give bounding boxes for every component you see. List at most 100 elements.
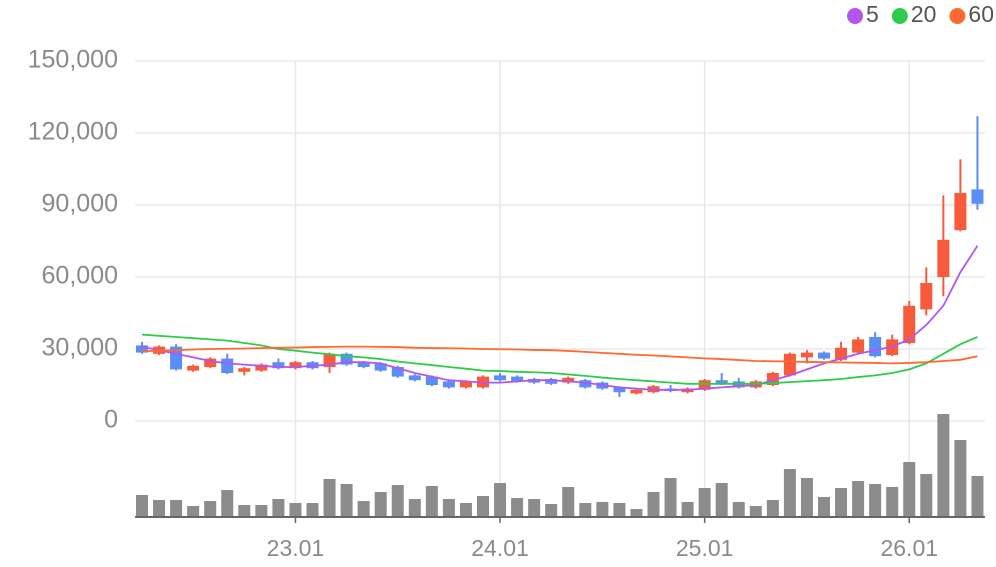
candle-body xyxy=(425,376,438,385)
volume-bar xyxy=(715,483,728,517)
candle-body xyxy=(545,379,558,384)
volume-bar xyxy=(255,505,268,517)
volume-bar xyxy=(954,440,967,517)
volume-bar xyxy=(818,497,830,517)
volume-bar xyxy=(238,505,251,517)
legend-label: 20 xyxy=(911,1,937,27)
volume-bar xyxy=(835,488,848,517)
volume-bar xyxy=(511,498,524,517)
volume-bar xyxy=(459,503,472,517)
volume-bar xyxy=(579,503,592,517)
volume-bar xyxy=(391,485,404,517)
volume-bar xyxy=(494,483,507,517)
candle-body xyxy=(920,283,933,310)
y-tick-label: 60,000 xyxy=(42,262,118,290)
candle-body xyxy=(255,364,268,371)
x-tick-label: 25.01 xyxy=(676,535,734,561)
candle-body xyxy=(494,375,507,381)
candle-body xyxy=(221,358,234,373)
volume-bar xyxy=(221,490,234,517)
volume-bar xyxy=(886,487,899,517)
candle-body xyxy=(937,239,950,277)
candle-body xyxy=(272,362,285,369)
volume-bar xyxy=(783,469,796,517)
y-tick-label: 30,000 xyxy=(42,334,118,362)
legend-label: 5 xyxy=(866,1,879,27)
volume-bar xyxy=(596,502,609,517)
volume-bar xyxy=(357,501,370,517)
volume-bar xyxy=(340,484,353,517)
x-tick-label: 26.01 xyxy=(880,535,938,561)
candle-body xyxy=(136,345,148,353)
candle-body xyxy=(613,387,626,393)
volume-bar xyxy=(869,484,882,517)
candle-body xyxy=(903,305,916,343)
volume-bar xyxy=(306,503,319,517)
volume-bar xyxy=(170,500,183,517)
candle-body xyxy=(818,352,830,359)
volume-bar xyxy=(852,481,865,517)
volume-bar xyxy=(477,496,489,517)
candle-body xyxy=(766,373,779,385)
y-tick-label: 120,000 xyxy=(28,118,118,146)
candle-body xyxy=(869,337,882,357)
moving-average-line xyxy=(141,345,978,365)
x-tick-label: 24.01 xyxy=(471,535,529,561)
legend-label: 60 xyxy=(968,1,994,27)
candle-body xyxy=(835,347,848,360)
moving-average-line xyxy=(141,333,978,385)
volume-bar xyxy=(289,503,302,517)
candle-body xyxy=(800,352,813,358)
candle-body xyxy=(391,367,404,377)
candle-body xyxy=(783,353,796,376)
volume-bar xyxy=(903,462,916,517)
volume-bar xyxy=(681,502,694,517)
y-tick-label: 0 xyxy=(104,406,118,434)
volume-bar xyxy=(920,474,933,517)
candle-body xyxy=(579,380,592,388)
volume-bar xyxy=(425,486,438,517)
candle-body xyxy=(340,353,353,365)
volume-bar xyxy=(664,478,677,517)
candle-body xyxy=(698,380,711,390)
candle-body xyxy=(971,189,984,204)
y-tick-label: 150,000 xyxy=(28,46,118,74)
candle-body xyxy=(357,362,370,367)
candle-body xyxy=(408,375,421,381)
volume-bar xyxy=(374,492,387,517)
volume-bar xyxy=(153,500,166,517)
volume-bar xyxy=(698,488,711,517)
x-tick-label: 23.01 xyxy=(267,535,325,561)
volume-bar xyxy=(442,499,455,517)
volume-bar xyxy=(630,509,643,517)
volume-bar xyxy=(800,478,813,517)
candle-body xyxy=(374,363,387,371)
candle-body xyxy=(442,381,455,388)
candle-body xyxy=(289,362,302,369)
volume-bar xyxy=(937,414,950,517)
candle-body xyxy=(562,377,575,383)
candle-body xyxy=(187,365,200,371)
volume-bar xyxy=(647,492,660,517)
volume-bar xyxy=(408,499,421,517)
volume-bar xyxy=(187,506,200,517)
volume-bar xyxy=(204,501,217,517)
candle-body xyxy=(204,358,217,367)
candle-body xyxy=(459,381,472,388)
candle-body xyxy=(238,368,251,372)
volume-bar xyxy=(732,502,745,517)
volume-bar xyxy=(766,500,779,517)
volume-bar xyxy=(562,487,575,517)
y-tick-label: 90,000 xyxy=(42,190,118,218)
moving-average-line xyxy=(141,245,979,391)
volume-bar xyxy=(272,499,285,517)
volume-bar xyxy=(545,504,558,517)
legend-swatch xyxy=(847,8,864,24)
volume-bar xyxy=(136,495,148,517)
volume-bar xyxy=(323,479,336,517)
candle-body xyxy=(954,193,967,231)
legend-swatch xyxy=(949,8,966,24)
candle-body xyxy=(630,389,643,394)
volume-bar xyxy=(613,503,626,517)
